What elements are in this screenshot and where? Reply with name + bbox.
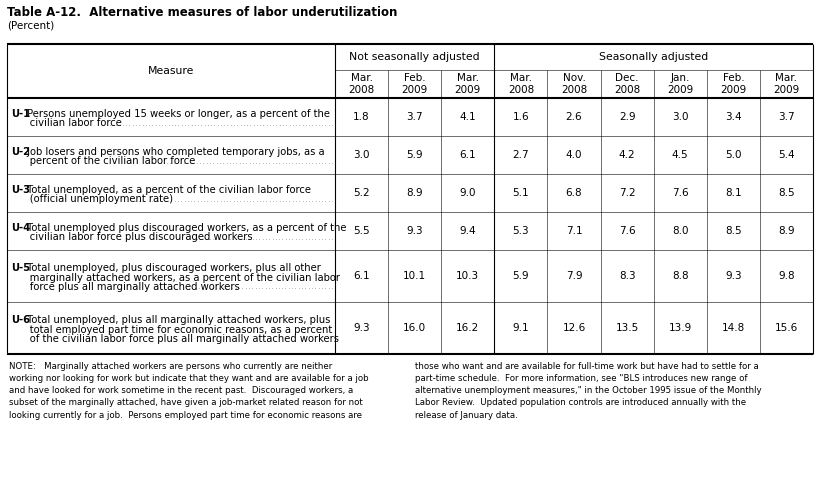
Text: Jan.
2009: Jan. 2009 [667,73,693,95]
Text: 5.0: 5.0 [724,150,740,160]
Text: 3.7: 3.7 [406,112,423,122]
Text: civilian labor force plus discouraged workers: civilian labor force plus discouraged wo… [11,232,252,242]
Text: 1.8: 1.8 [353,112,369,122]
Text: 7.6: 7.6 [671,188,688,198]
Text: 14.8: 14.8 [721,323,744,333]
Text: Persons unemployed 15 weeks or longer, as a percent of the: Persons unemployed 15 weeks or longer, a… [24,109,329,119]
Text: Mar.
2008: Mar. 2008 [348,73,374,95]
Text: 10.3: 10.3 [455,271,479,281]
Text: Mar.
2009: Mar. 2009 [772,73,799,95]
Text: 13.5: 13.5 [615,323,638,333]
Text: Mar.
2009: Mar. 2009 [454,73,480,95]
Text: 6.1: 6.1 [353,271,369,281]
Text: 4.0: 4.0 [565,150,581,160]
Text: Measure: Measure [147,66,194,76]
Text: 5.1: 5.1 [512,188,528,198]
Text: U-2: U-2 [11,147,30,157]
Text: percent of the civilian labor force: percent of the civilian labor force [11,156,195,167]
Text: Table A-12.  Alternative measures of labor underutilization: Table A-12. Alternative measures of labo… [7,6,397,19]
Text: 8.1: 8.1 [724,188,740,198]
Text: Nov.
2008: Nov. 2008 [560,73,586,95]
Text: 3.0: 3.0 [671,112,688,122]
Text: (Percent): (Percent) [7,21,54,31]
Text: Not seasonally adjusted: Not seasonally adjusted [349,52,479,62]
Text: 5.4: 5.4 [777,150,794,160]
Text: Total unemployed, plus all marginally attached workers, plus: Total unemployed, plus all marginally at… [24,315,330,325]
Text: 8.0: 8.0 [671,226,688,236]
Text: 3.0: 3.0 [353,150,369,160]
Text: 3.7: 3.7 [777,112,794,122]
Text: Feb.
2009: Feb. 2009 [719,73,745,95]
Text: 9.8: 9.8 [777,271,794,281]
Text: Total unemployed plus discouraged workers, as a percent of the: Total unemployed plus discouraged worker… [24,223,346,233]
Text: 9.3: 9.3 [724,271,740,281]
Text: 4.1: 4.1 [459,112,476,122]
Text: those who want and are available for full-time work but have had to settle for a: those who want and are available for ful… [414,362,761,420]
Text: U-3: U-3 [11,185,30,195]
Text: Feb.
2009: Feb. 2009 [401,73,428,95]
Text: Total unemployed, as a percent of the civilian labor force: Total unemployed, as a percent of the ci… [24,185,310,195]
Text: 7.6: 7.6 [618,226,635,236]
Text: 3.4: 3.4 [724,112,740,122]
Text: 7.2: 7.2 [618,188,635,198]
Text: 10.1: 10.1 [403,271,426,281]
Text: U-1: U-1 [11,109,30,119]
Text: 16.2: 16.2 [455,323,479,333]
Text: 9.0: 9.0 [459,188,476,198]
Text: 8.9: 8.9 [406,188,423,198]
Text: 2.6: 2.6 [565,112,581,122]
Text: 9.3: 9.3 [353,323,369,333]
Text: 4.5: 4.5 [671,150,688,160]
Text: 15.6: 15.6 [774,323,797,333]
Text: 13.9: 13.9 [667,323,691,333]
Text: 9.3: 9.3 [406,226,423,236]
Text: civilian labor force: civilian labor force [11,119,122,129]
Text: Total unemployed, plus discouraged workers, plus all other: Total unemployed, plus discouraged worke… [24,263,320,273]
Text: marginally attached workers, as a percent of the civilian labor: marginally attached workers, as a percen… [11,273,340,283]
Text: 7.9: 7.9 [565,271,581,281]
Text: 5.3: 5.3 [512,226,528,236]
Text: total employed part time for economic reasons, as a percent: total employed part time for economic re… [11,324,332,335]
Text: 5.2: 5.2 [353,188,369,198]
Text: U-4: U-4 [11,223,30,233]
Text: NOTE:   Marginally attached workers are persons who currently are neither
workin: NOTE: Marginally attached workers are pe… [9,362,369,420]
Text: 6.8: 6.8 [565,188,581,198]
Text: 8.5: 8.5 [724,226,740,236]
Text: 1.6: 1.6 [512,112,528,122]
Text: 5.9: 5.9 [512,271,528,281]
Text: U-6: U-6 [11,315,30,325]
Text: 8.9: 8.9 [777,226,794,236]
Text: Seasonally adjusted: Seasonally adjusted [599,52,708,62]
Text: 7.1: 7.1 [565,226,581,236]
Text: 6.1: 6.1 [459,150,476,160]
Text: Mar.
2008: Mar. 2008 [507,73,533,95]
Text: 8.5: 8.5 [777,188,794,198]
Text: 5.9: 5.9 [406,150,423,160]
Text: force plus all marginally attached workers: force plus all marginally attached worke… [11,282,239,292]
Text: (official unemployment rate): (official unemployment rate) [11,194,173,204]
Text: Job losers and persons who completed temporary jobs, as a: Job losers and persons who completed tem… [24,147,324,157]
Text: 2.9: 2.9 [618,112,635,122]
Text: 9.4: 9.4 [459,226,476,236]
Text: Dec.
2008: Dec. 2008 [613,73,640,95]
Text: U-5: U-5 [11,263,30,273]
Text: 4.2: 4.2 [618,150,635,160]
Text: 8.3: 8.3 [618,271,635,281]
Text: 9.1: 9.1 [512,323,528,333]
Text: 5.5: 5.5 [353,226,369,236]
Text: 8.8: 8.8 [671,271,688,281]
Text: 2.7: 2.7 [512,150,528,160]
Text: 16.0: 16.0 [403,323,426,333]
Text: 12.6: 12.6 [562,323,585,333]
Text: of the civilian labor force plus all marginally attached workers: of the civilian labor force plus all mar… [11,334,338,344]
